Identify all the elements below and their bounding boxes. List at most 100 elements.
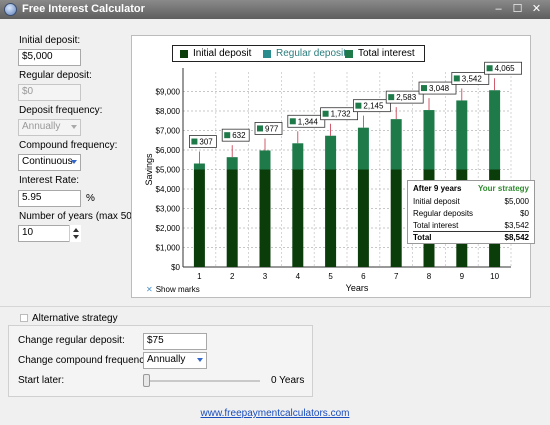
bar-segment-interest (423, 110, 435, 170)
data-label-swatch (191, 138, 198, 145)
initial-deposit-label: Initial deposit: (19, 35, 81, 46)
data-label: 977 (265, 124, 279, 133)
alternative-strategy-label: Alternative strategy (32, 313, 118, 324)
bar-segment-initial (390, 169, 402, 267)
bar-segment-interest (259, 150, 271, 170)
data-label-box (451, 72, 490, 85)
change-regular-deposit-input[interactable]: $75 (143, 333, 207, 350)
x-axis-title: Years (346, 283, 369, 293)
data-label-box (320, 107, 359, 121)
data-label: 2,583 (396, 93, 417, 102)
start-later-label: Start later: (18, 375, 65, 386)
x-tick-label: 3 (263, 272, 268, 281)
maximize-button[interactable]: ☐ (512, 3, 523, 15)
data-label-swatch (355, 102, 362, 109)
x-tick-label: 5 (328, 272, 333, 281)
data-label-box (385, 90, 424, 104)
deposit-frequency-select[interactable]: Annually (18, 119, 81, 136)
data-label: 4,065 (495, 64, 516, 73)
interest-rate-input[interactable]: 5.95 (18, 190, 81, 207)
y-tick-label: $9,000 (156, 88, 181, 97)
data-label-swatch (224, 132, 231, 139)
bar-segment-interest (325, 135, 337, 170)
y-tick-label: $0 (171, 263, 180, 272)
compound-frequency-value: Continuous (22, 156, 73, 167)
website-link[interactable]: www.freepaymentcalculators.com (200, 408, 350, 419)
data-label-swatch (289, 118, 296, 125)
minimize-button[interactable]: – (495, 3, 502, 15)
years-spinner[interactable] (69, 225, 81, 242)
regular-deposit-input[interactable]: $0 (18, 84, 81, 101)
tooltip-strategy: Your strategy (478, 184, 529, 193)
data-label-swatch (421, 85, 427, 92)
data-label: 3,048 (429, 84, 450, 93)
y-tick-label: $6,000 (156, 146, 181, 155)
start-later-slider-thumb[interactable] (143, 374, 150, 387)
years-label: Number of years (max 50): (19, 211, 138, 222)
tooltip-row-value: $3,542 (504, 221, 529, 230)
compound-frequency-label: Compound frequency: (19, 140, 118, 151)
data-label: 3,542 (462, 74, 483, 83)
x-tick-label: 8 (427, 272, 432, 281)
spin-down-icon[interactable] (73, 235, 79, 239)
bar-segment-initial (325, 169, 337, 267)
app-icon (4, 3, 17, 16)
y-tick-label: $4,000 (156, 185, 181, 194)
bar-segment-initial (357, 169, 369, 267)
tooltip-row-value: $5,000 (504, 197, 529, 206)
window-title: Free Interest Calculator (22, 3, 145, 15)
x-tick-label: 6 (361, 272, 366, 281)
title-bar: Free Interest Calculator – ☐ ✕ (0, 0, 550, 19)
bar-segment-initial (259, 169, 271, 267)
section-divider (0, 306, 550, 307)
change-regular-deposit-label: Change regular deposit: (18, 335, 125, 346)
data-label-swatch (388, 94, 395, 101)
data-label-box (484, 61, 523, 75)
x-tick-label: 2 (230, 272, 235, 281)
bar-segment-interest (226, 157, 238, 170)
data-label: 1,732 (331, 110, 352, 119)
tooltip-row-value: $0 (520, 209, 529, 218)
data-label: 1,344 (298, 117, 319, 126)
close-button[interactable]: ✕ (531, 3, 542, 15)
percent-unit: % (86, 193, 95, 204)
bar-segment-interest (193, 163, 205, 170)
bar-segment-interest (390, 119, 402, 170)
alternative-strategy-checkbox[interactable] (20, 314, 28, 322)
bar-segment-interest (456, 100, 468, 170)
data-label-box (352, 99, 391, 113)
savings-chart: $0 $1,000 $2,000 $3,000 $4,000 $5,000 $6,000 $7… (144, 61, 523, 293)
chevron-down-icon (197, 358, 203, 362)
compound-frequency-select[interactable]: Continuous (18, 154, 81, 171)
data-label: 307 (199, 138, 213, 147)
data-label-swatch (486, 65, 493, 72)
data-label: 632 (232, 131, 246, 140)
y-tick-label: $3,000 (156, 205, 181, 214)
data-label-box (287, 114, 326, 128)
initial-deposit-input[interactable]: $5,000 (18, 49, 81, 66)
data-label-swatch (322, 110, 329, 117)
change-compound-value: Annually (147, 354, 186, 365)
bar-segment-interest (292, 143, 304, 170)
interest-rate-label: Interest Rate: (19, 175, 80, 186)
bar-segment-initial (226, 169, 238, 267)
change-compound-select[interactable]: Annually (143, 352, 207, 369)
y-tick-label: $7,000 (156, 127, 181, 136)
start-later-slider-track[interactable] (147, 380, 260, 382)
x-tick-label: 10 (490, 272, 499, 281)
x-tick-label: 7 (394, 272, 399, 281)
tooltip-title: After 9 years (413, 184, 462, 193)
data-label: 2,145 (363, 102, 384, 111)
chart-tooltip: After 9 years Your strategy Initial depo… (407, 180, 535, 244)
x-tick-label: 4 (296, 272, 301, 281)
y-tick-label: $5,000 (156, 166, 181, 175)
y-axis-title: Savings (144, 153, 154, 186)
spin-up-icon[interactable] (73, 228, 79, 232)
show-marks-label: Show marks (155, 285, 200, 294)
legend-label-interest: Total interest (358, 48, 415, 59)
show-marks-toggle[interactable]: ✕ Show marks (146, 285, 200, 294)
x-tick-label: 9 (460, 272, 465, 281)
legend-label-regular: Regular deposits (276, 48, 352, 59)
chevron-down-icon (71, 125, 77, 129)
tooltip-row-label: Regular deposits (413, 209, 474, 218)
